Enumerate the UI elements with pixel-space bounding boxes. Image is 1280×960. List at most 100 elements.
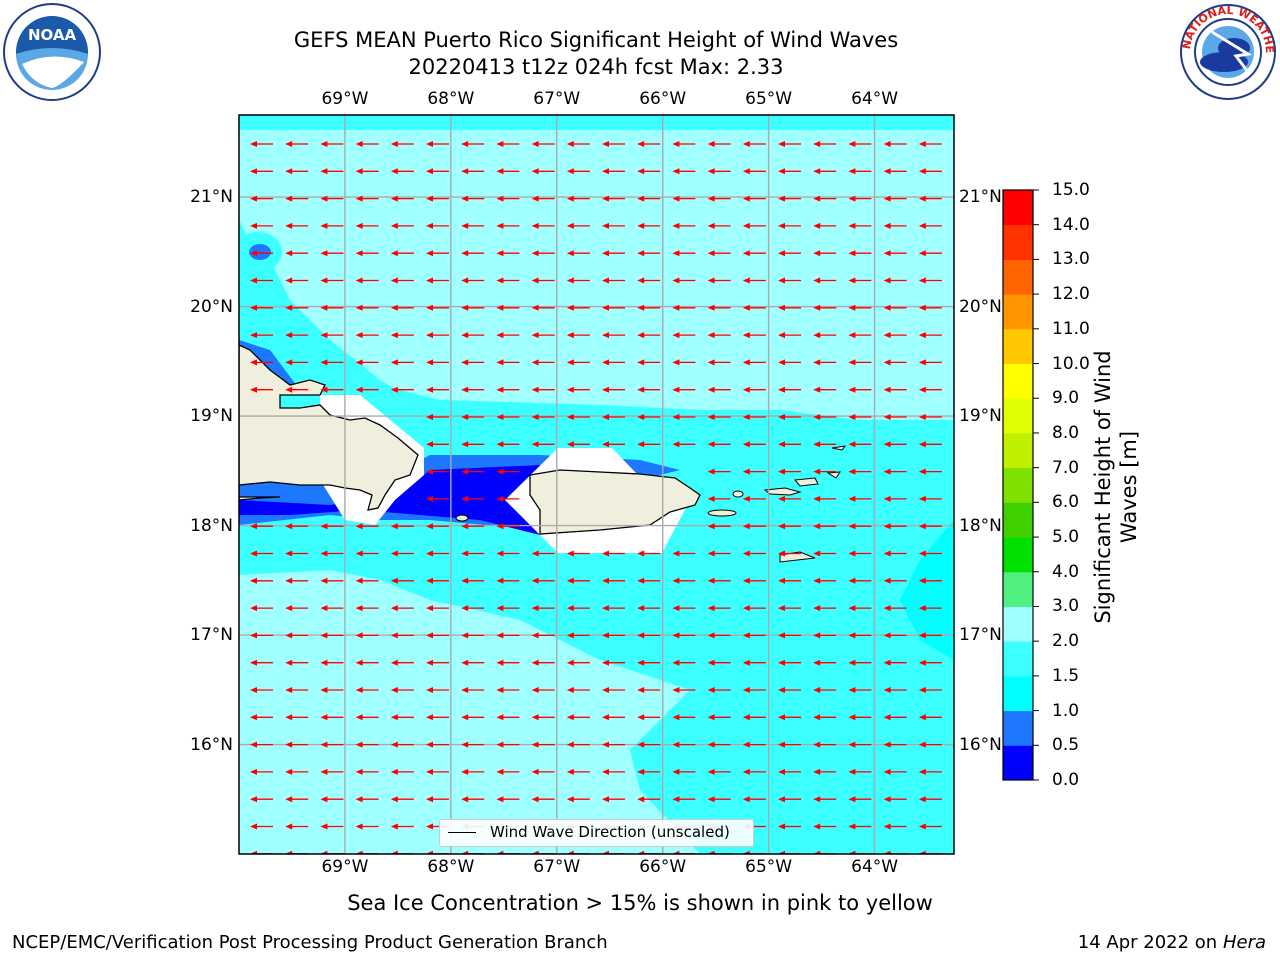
wave-direction-arrow: [742, 714, 766, 721]
wave-direction-arrow: [426, 359, 449, 366]
wave-direction-arrow: [426, 714, 449, 721]
wave-direction-arrow: [355, 605, 379, 612]
wave-direction-arrow: [285, 195, 309, 202]
wave-direction-arrow: [813, 304, 837, 311]
wave-direction-arrow: [918, 687, 942, 693]
wave-direction-arrow: [883, 768, 907, 775]
noaa-logo-text: NOAA: [28, 26, 77, 44]
wave-direction-arrow: [426, 577, 449, 584]
wave-direction-arrow: [531, 195, 555, 202]
wave-direction-arrow: [496, 659, 520, 666]
wave-direction-arrow: [531, 687, 555, 693]
wave-direction-arrow: [742, 495, 766, 502]
wave-direction-arrow: [390, 605, 414, 612]
wave-direction-arrow: [707, 250, 731, 257]
wave-direction-arrow: [813, 495, 837, 502]
wave-direction-arrow: [707, 441, 731, 448]
wave-direction-arrow: [637, 659, 661, 666]
wave-direction-arrow: [566, 414, 590, 420]
wave-direction-arrow: [778, 222, 801, 229]
wave-direction-arrow: [742, 796, 766, 803]
chart-title: GEFS MEAN Puerto Rico Significant Height…: [293, 28, 899, 52]
wave-direction-arrow: [918, 277, 942, 284]
wave-direction-arrow: [285, 277, 309, 284]
wave-direction-arrow: [637, 168, 661, 175]
wave-direction-arrow: [813, 332, 837, 339]
wave-direction-arrow: [285, 605, 309, 612]
wave-direction-arrow: [918, 195, 942, 202]
wave-direction-arrow: [707, 632, 731, 639]
wave-direction-arrow: [390, 250, 414, 257]
wave-direction-arrow: [637, 441, 661, 448]
wave-direction-arrow: [461, 168, 485, 175]
wave-direction-arrow: [742, 195, 766, 202]
wave-direction-arrow: [672, 550, 696, 557]
wave-direction-arrow: [813, 577, 837, 584]
wave-direction-arrow: [672, 741, 696, 748]
wave-direction-arrow: [320, 550, 344, 557]
wave-direction-arrow: [813, 796, 837, 803]
wave-direction-arrow: [848, 441, 872, 448]
wave-direction-arrow: [496, 495, 520, 502]
wave-direction-arrow: [918, 605, 942, 612]
lat-label-left: 20°N: [190, 296, 233, 317]
wave-direction-arrow: [637, 577, 661, 584]
lon-label-bottom: 68°W: [427, 857, 475, 877]
lon-label-bottom: 65°W: [745, 857, 793, 877]
wave-direction-arrow: [848, 632, 872, 639]
wave-direction-arrow: [672, 277, 696, 284]
wave-direction-arrow: [778, 250, 801, 257]
wave-direction-arrow: [566, 250, 590, 257]
wave-direction-arrow: [531, 332, 555, 339]
wave-direction-arrow: [672, 632, 696, 639]
wave-direction-arrow: [461, 332, 485, 339]
wave-direction-arrow: [813, 632, 837, 639]
wave-direction-arrow: [426, 304, 449, 311]
wave-direction-arrow: [496, 222, 520, 229]
land-hispaniola-sw: [239, 495, 281, 501]
wave-direction-arrow: [883, 659, 907, 666]
lat-label-right: 21°N: [959, 187, 1002, 208]
wave-direction-arrow: [707, 468, 731, 475]
wave-direction-arrow: [461, 304, 485, 311]
wave-direction-arrow: [742, 468, 766, 475]
wave-direction-arrow: [813, 441, 837, 448]
wave-direction-arrow: [426, 687, 449, 693]
wave-direction-arrow: [918, 359, 942, 366]
wave-direction-arrow: [602, 359, 625, 366]
wave-direction-arrow: [566, 768, 590, 775]
wave-direction-arrow: [426, 741, 449, 748]
wave-direction-arrow: [813, 168, 837, 175]
wave-direction-arrow: [390, 796, 414, 803]
wave-direction-arrow: [355, 195, 379, 202]
wave-direction-arrow: [813, 386, 837, 393]
wave-direction-arrow: [918, 168, 942, 175]
colorbar-tick-label: 12.0: [1052, 284, 1090, 305]
land-mona-island: [455, 514, 469, 522]
wave-direction-arrow: [285, 550, 309, 557]
wave-direction-arrow: [320, 659, 344, 666]
wave-direction-arrow: [672, 195, 696, 202]
wave-direction-arrow: [461, 222, 485, 229]
wave-direction-arrow: [426, 168, 449, 175]
wave-direction-arrow: [390, 523, 414, 530]
legend-line-swatch: [448, 832, 476, 833]
wave-direction-arrow: [426, 195, 449, 202]
colorbar-tick-label: 7.0: [1052, 457, 1080, 478]
wave-direction-arrow: [883, 687, 907, 693]
colorbar-segment: [1003, 641, 1033, 677]
wave-direction-arrow: [813, 414, 837, 420]
wave-direction-arrow: [390, 304, 414, 311]
wave-direction-arrow: [250, 386, 273, 393]
wave-direction-arrow: [707, 277, 731, 284]
wave-direction-arrow: [355, 796, 379, 803]
colorbar-tick-label: 5.0: [1052, 527, 1080, 548]
wave-direction-arrow: [461, 195, 485, 202]
wave-direction-arrow: [883, 168, 907, 175]
wave-direction-arrow: [707, 523, 731, 530]
lon-label-top: 64°W: [851, 89, 899, 109]
wave-direction-arrow: [390, 577, 414, 584]
wave-direction-arrow: [813, 741, 837, 748]
wave-direction-arrow: [742, 168, 766, 175]
lon-label-bottom: 64°W: [851, 857, 899, 877]
